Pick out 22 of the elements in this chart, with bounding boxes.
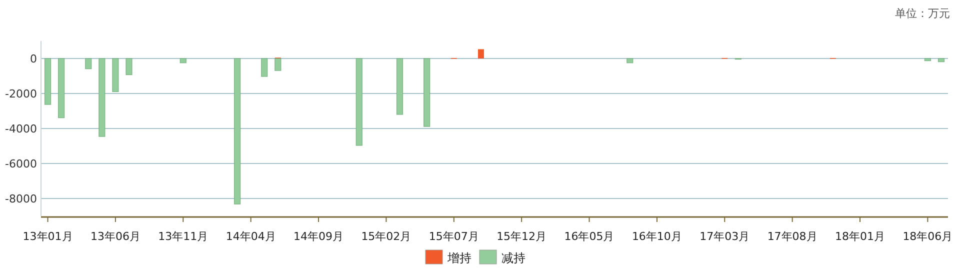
x-tick-label: 17年08月 bbox=[767, 230, 818, 243]
legend-label: 减持 bbox=[502, 251, 526, 265]
x-tick-label: 18年06月 bbox=[902, 230, 953, 243]
y-tick-label: -8000 bbox=[5, 192, 37, 206]
text: 单位：万元 bbox=[895, 7, 950, 20]
y-tick-label: -6000 bbox=[5, 158, 37, 170]
x-tick-label: 17年03月 bbox=[700, 230, 750, 243]
x-tick-label: 15年12月 bbox=[496, 230, 547, 243]
x-tick-label: 13年01月 bbox=[22, 230, 73, 243]
x-tick-label: 13年11月 bbox=[158, 230, 208, 243]
legend-label: 增持 bbox=[446, 251, 472, 265]
x-tick-label: 18年01月 bbox=[835, 230, 886, 243]
x-tick-label: 14年04月 bbox=[226, 230, 276, 243]
y-tick-label: -4000 bbox=[5, 122, 37, 136]
x-tick-label: 14年09月 bbox=[294, 230, 344, 243]
x-tick-label: 16年10月 bbox=[632, 230, 682, 243]
x-tick-label: 13年06月 bbox=[90, 230, 140, 243]
y-tick-label: 0 bbox=[30, 52, 37, 66]
x-tick-label: 15年07月 bbox=[428, 230, 479, 243]
y-tick-label: -2000 bbox=[5, 88, 37, 100]
x-tick-label: 16年05月 bbox=[564, 230, 614, 243]
x-tick-label: 15年02月 bbox=[361, 230, 412, 243]
